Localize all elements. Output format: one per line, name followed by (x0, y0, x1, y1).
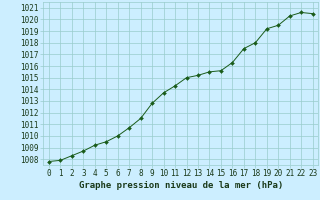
X-axis label: Graphe pression niveau de la mer (hPa): Graphe pression niveau de la mer (hPa) (79, 181, 283, 190)
